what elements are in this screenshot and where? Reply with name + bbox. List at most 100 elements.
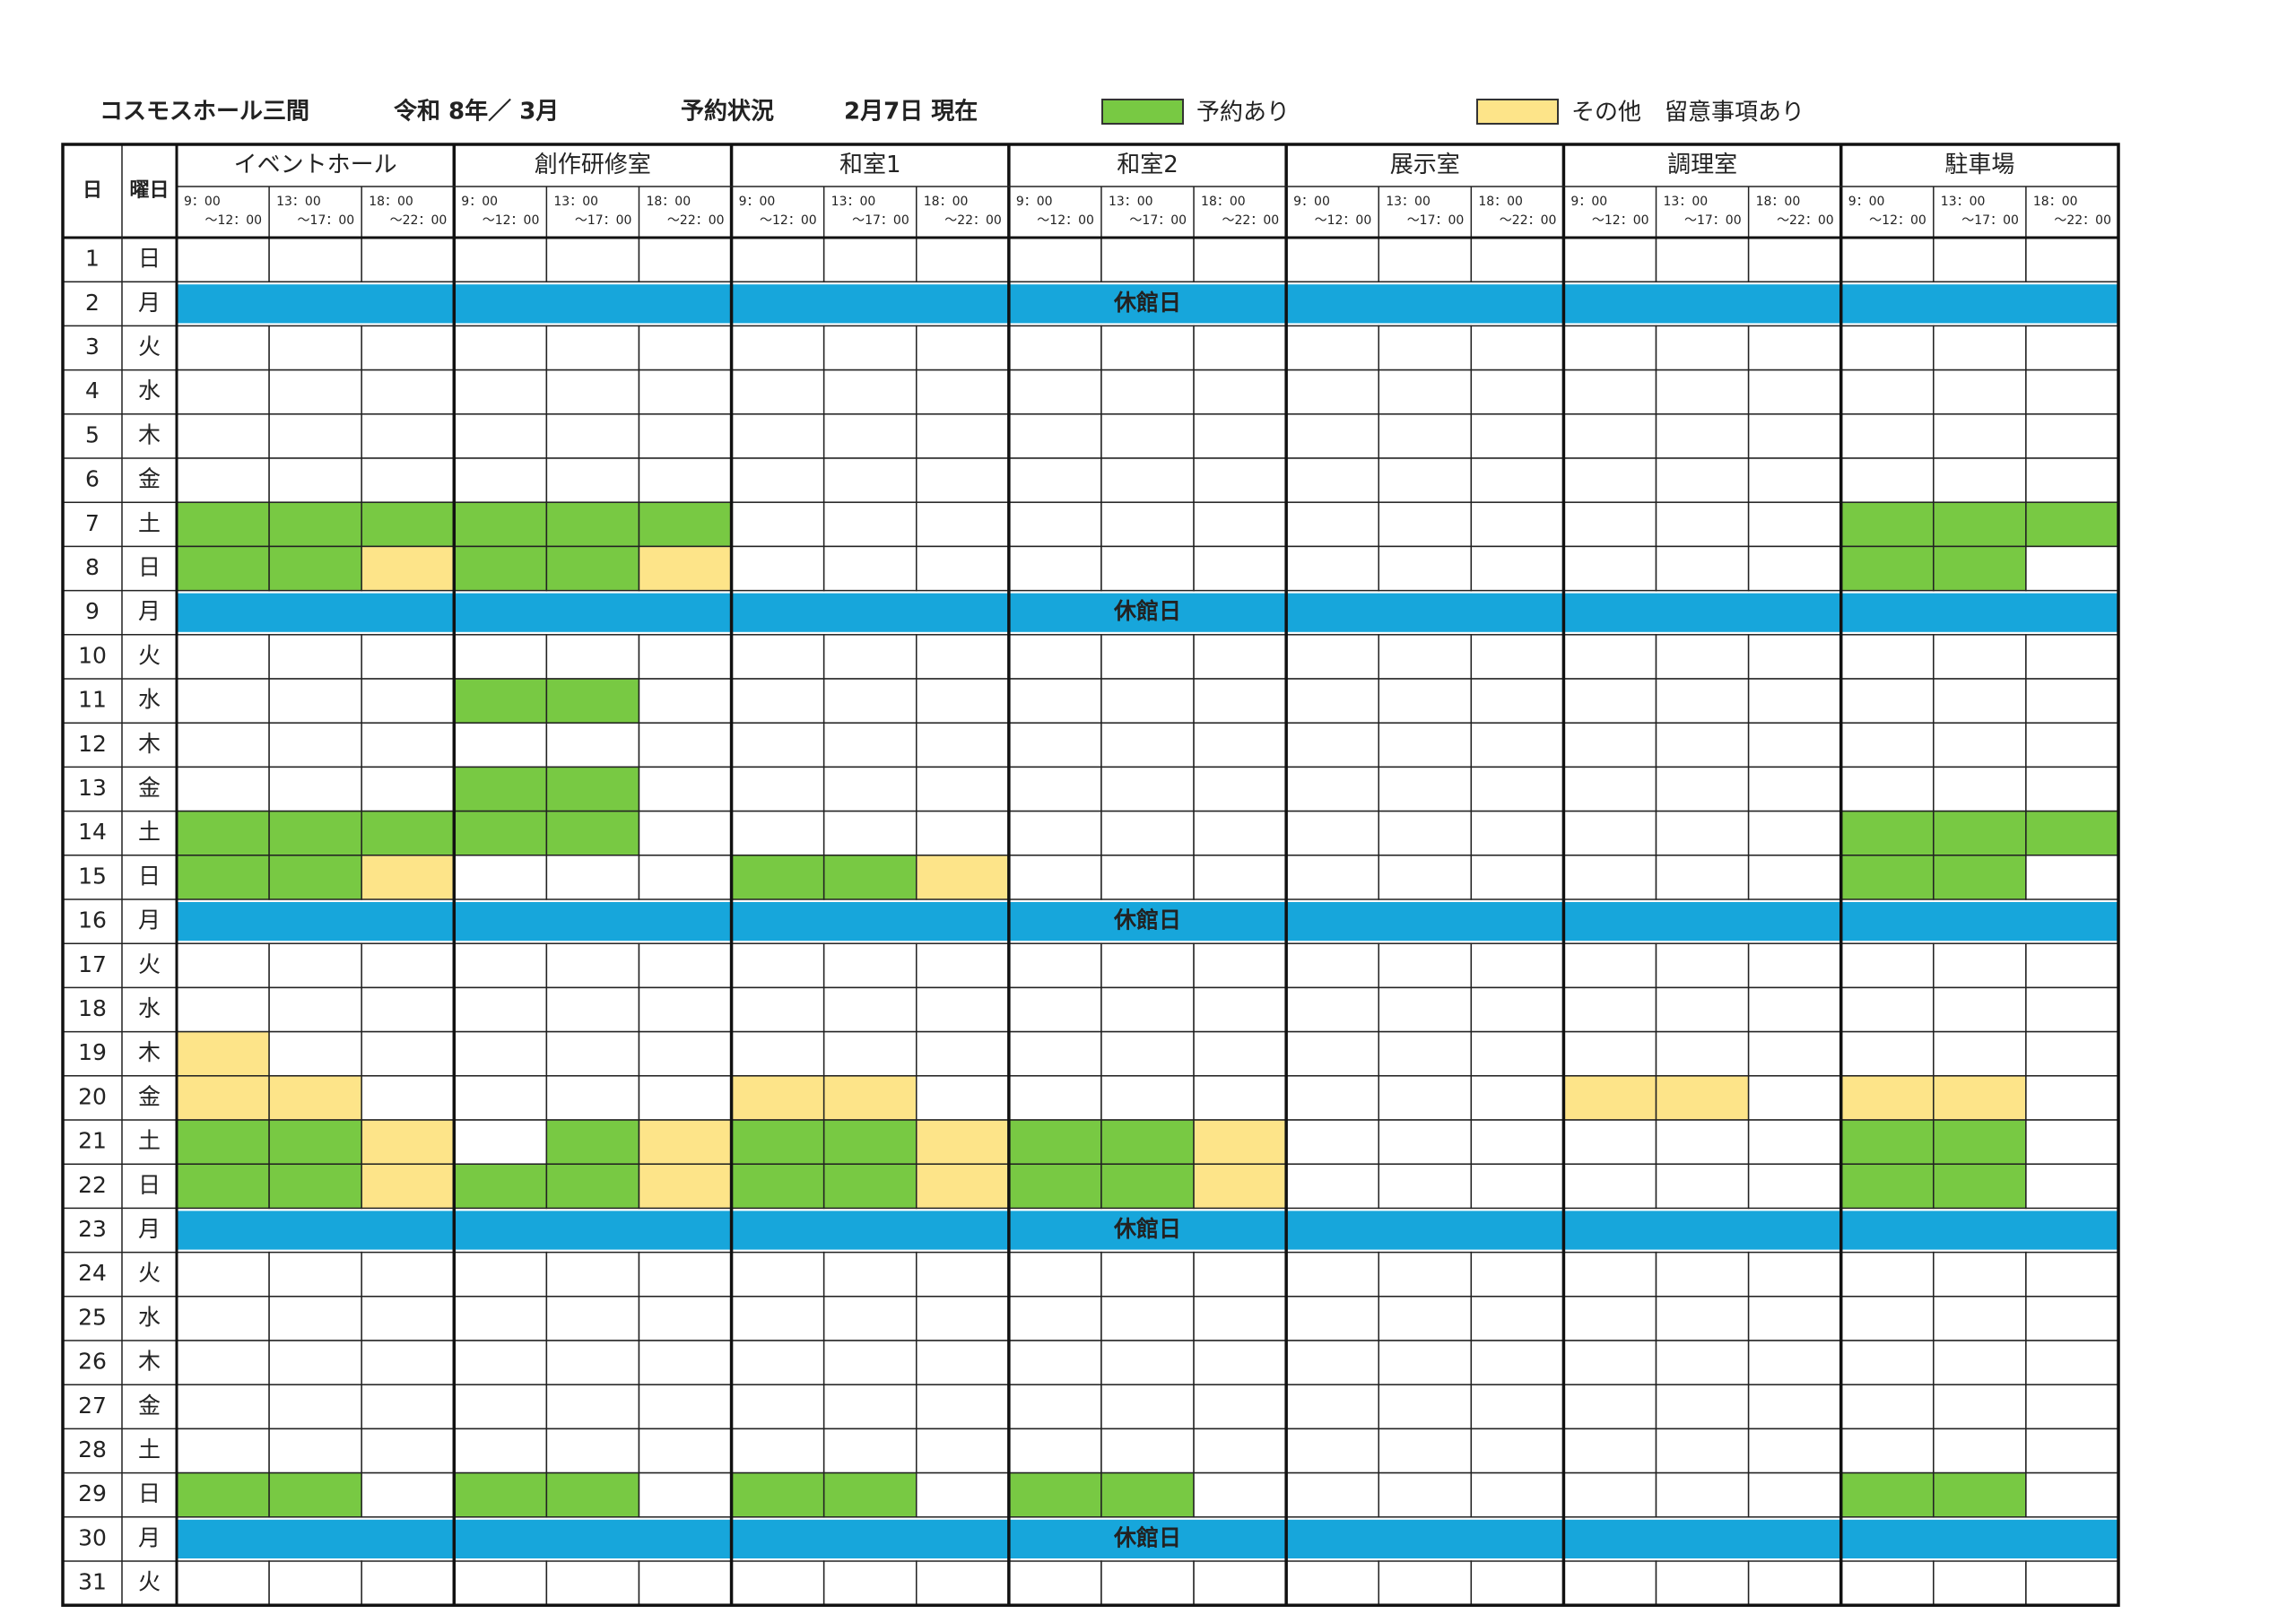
slot-cell xyxy=(638,678,733,724)
slot-start: 13：00 xyxy=(553,195,598,209)
slot-cell xyxy=(453,1471,548,1518)
closed-banner xyxy=(177,1519,2118,1558)
slot-start: 13：00 xyxy=(1386,195,1431,209)
slot-cell xyxy=(1193,722,1287,768)
slot-cell xyxy=(730,1030,825,1077)
slot-cell xyxy=(1193,1384,1287,1430)
day-number: 8 xyxy=(85,554,100,580)
slot-cell xyxy=(916,1428,1010,1474)
slot-cell xyxy=(545,457,640,503)
slot-cell xyxy=(2025,413,2119,459)
slot-cell xyxy=(1747,1075,1842,1121)
slot-cell xyxy=(453,855,548,900)
slot-cell xyxy=(1839,1560,1935,1606)
slot-cell xyxy=(1562,1471,1657,1518)
slot-cell xyxy=(1933,1428,2027,1474)
slot-cell xyxy=(268,1075,362,1121)
slot-end: ～12：00 xyxy=(1037,213,1094,228)
slot-cell xyxy=(1747,1296,1842,1341)
slot-cell xyxy=(1008,986,1102,1033)
slot-cell xyxy=(176,1560,270,1606)
slot-cell xyxy=(1562,986,1657,1033)
slot-start: 18：00 xyxy=(646,195,691,209)
weekday: 日 xyxy=(138,246,161,272)
closed-banner xyxy=(177,1211,2118,1250)
slot-cell xyxy=(1655,1428,1750,1474)
day-number: 1 xyxy=(85,246,100,272)
slot-cell xyxy=(1193,1119,1287,1165)
day-number: 13 xyxy=(78,775,107,801)
slot-cell xyxy=(361,457,456,503)
slot-cell xyxy=(1655,457,1750,503)
slot-start: 13：00 xyxy=(1941,195,1986,209)
slot-end: ～17：00 xyxy=(1961,213,2019,228)
slot-cell xyxy=(545,722,640,768)
slot-cell xyxy=(1008,678,1102,724)
slot-cell xyxy=(1008,457,1102,503)
slot-cell xyxy=(1470,1384,1565,1430)
slot-cell xyxy=(1562,325,1657,371)
weekday: 月 xyxy=(138,1524,161,1550)
slot-cell xyxy=(176,457,270,503)
weekday: 火 xyxy=(138,1569,161,1595)
slot-cell xyxy=(1285,1340,1379,1385)
slot-cell xyxy=(1193,1560,1287,1606)
slot-cell xyxy=(916,1119,1010,1165)
header-weekday: 曜日 xyxy=(129,179,169,202)
slot-cell xyxy=(916,237,1010,282)
slot-cell xyxy=(1655,1251,1750,1298)
slot-end: ～22：00 xyxy=(1222,213,1280,228)
slot-cell xyxy=(1747,1428,1842,1474)
slot-cell xyxy=(1839,501,1935,548)
slot-cell xyxy=(638,1030,733,1077)
slot-cell xyxy=(1562,678,1657,724)
slot-cell xyxy=(268,325,362,371)
slot-cell xyxy=(545,545,640,592)
slot-cell xyxy=(268,1471,362,1518)
day-number: 7 xyxy=(85,510,100,536)
slot-cell xyxy=(638,237,733,282)
slot-cell xyxy=(1008,237,1102,282)
slot-cell xyxy=(176,1428,270,1474)
slot-cell xyxy=(638,369,733,415)
slot-cell xyxy=(1100,810,1195,856)
slot-cell xyxy=(545,1163,640,1210)
slot-start: 9：00 xyxy=(184,195,221,209)
status-label: 予約状況 xyxy=(681,98,774,126)
day-number: 2 xyxy=(85,290,100,316)
slot-cell xyxy=(1562,1163,1657,1210)
room-name: 和室1 xyxy=(839,152,901,178)
slot-cell xyxy=(176,1340,270,1385)
slot-cell xyxy=(730,501,825,548)
day-number: 24 xyxy=(78,1260,107,1286)
slot-cell xyxy=(1008,1030,1102,1077)
slot-cell xyxy=(1933,1340,2027,1385)
slot-cell xyxy=(1562,501,1657,548)
slot-cell xyxy=(1839,1471,1935,1518)
slot-cell xyxy=(1285,501,1379,548)
slot-cell xyxy=(1285,457,1379,503)
slot-cell xyxy=(453,766,548,812)
weekday: 月 xyxy=(138,1216,161,1242)
slot-cell xyxy=(1933,1560,2027,1606)
slot-cell xyxy=(1933,325,2027,371)
slot-cell xyxy=(1285,766,1379,812)
slot-cell xyxy=(2025,369,2119,415)
slot-cell xyxy=(1747,1251,1842,1298)
slot-cell xyxy=(916,986,1010,1033)
slot-cell xyxy=(1378,1340,1473,1385)
slot-cell xyxy=(1378,369,1473,415)
slot-cell xyxy=(638,634,733,680)
slot-cell xyxy=(1285,1384,1379,1430)
slot-cell xyxy=(1100,1119,1195,1165)
slot-cell xyxy=(1839,634,1935,680)
slot-end: ～17：00 xyxy=(852,213,909,228)
slot-cell xyxy=(1100,855,1195,900)
slot-cell xyxy=(2025,545,2119,592)
slot-cell xyxy=(1378,722,1473,768)
slot-cell xyxy=(1470,634,1565,680)
closed-banner xyxy=(177,902,2118,942)
slot-cell xyxy=(1655,237,1750,282)
closed-label: 休館日 xyxy=(1113,1216,1181,1242)
slot-cell xyxy=(1933,1163,2027,1210)
